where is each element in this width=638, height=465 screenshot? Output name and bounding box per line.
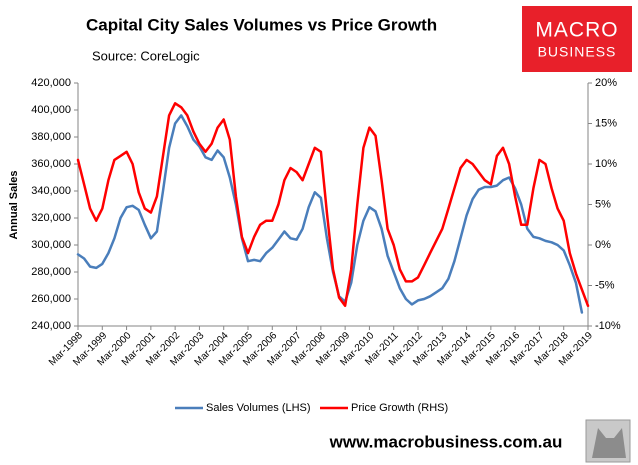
y-tick-label: 300,000 bbox=[31, 239, 71, 251]
y-tick-label: 420,000 bbox=[31, 77, 71, 89]
y-axis-label: Annual Sales bbox=[8, 170, 20, 239]
series-line bbox=[76, 102, 590, 308]
y-tick-label: 260,000 bbox=[31, 293, 71, 305]
wolf-icon-shape bbox=[592, 428, 626, 458]
chart-subtitle: Source: CoreLogic bbox=[92, 48, 200, 63]
y2-tick-label: -10% bbox=[595, 320, 621, 332]
y-tick-label: 320,000 bbox=[31, 212, 71, 224]
y-tick-label: 340,000 bbox=[31, 185, 71, 197]
legend-label: Price Growth (RHS) bbox=[351, 402, 448, 414]
y-tick-label: 360,000 bbox=[31, 158, 71, 170]
y-tick-label: 240,000 bbox=[31, 320, 71, 332]
y2-tick-label: 15% bbox=[595, 117, 617, 129]
logo-text: BUSINESS bbox=[538, 44, 617, 60]
y2-tick-label: 0% bbox=[595, 239, 611, 251]
series-line bbox=[76, 114, 584, 314]
legend-label: Sales Volumes (LHS) bbox=[206, 402, 311, 414]
y-tick-label: 280,000 bbox=[31, 266, 71, 278]
logo-box bbox=[522, 6, 632, 72]
y-tick-label: 380,000 bbox=[31, 131, 71, 143]
y-tick-label: 400,000 bbox=[31, 104, 71, 116]
website: www.macrobusiness.com.au bbox=[329, 432, 563, 451]
y2-tick-label: 10% bbox=[595, 158, 617, 170]
logo-text: MACRO bbox=[535, 19, 618, 42]
y2-tick-label: 20% bbox=[595, 77, 617, 89]
y2-tick-label: -5% bbox=[595, 279, 615, 291]
chart-title: Capital City Sales Volumes vs Price Grow… bbox=[86, 15, 437, 34]
y2-tick-label: 5% bbox=[595, 198, 611, 210]
